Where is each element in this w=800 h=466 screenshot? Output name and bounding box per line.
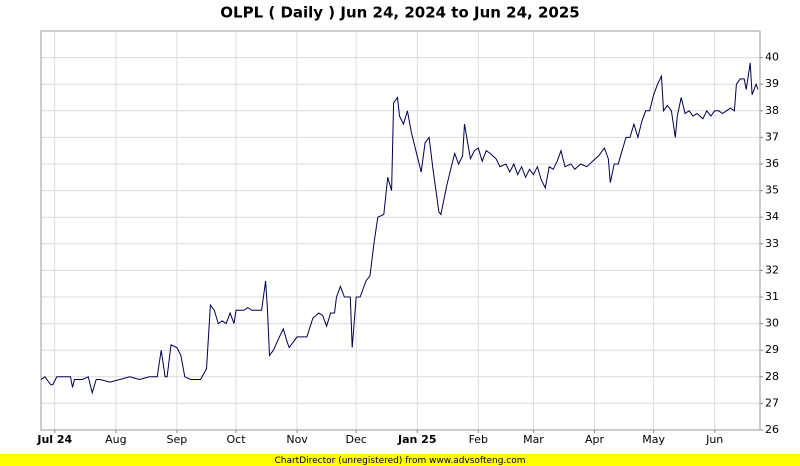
footer: ChartDirector (unregistered) from www.ad… (274, 456, 525, 466)
x-tick-label: Oct (227, 433, 247, 446)
x-tick-label: Nov (286, 433, 308, 446)
x-tick-label: Jun (705, 433, 723, 446)
y-tick-label: 32 (765, 263, 779, 276)
x-tick-label: May (642, 433, 665, 446)
y-tick-label: 26 (765, 423, 779, 436)
y-tick-label: 27 (765, 396, 779, 409)
y-tick-label: 39 (765, 77, 779, 90)
y-tick-label: 38 (765, 104, 779, 117)
y-tick-label: 37 (765, 130, 779, 143)
chart-title: OLPL ( Daily ) Jun 24, 2024 to Jun 24, 2… (220, 4, 579, 22)
price-line (40, 62, 759, 395)
y-tick-label: 36 (765, 157, 779, 170)
y-tick-label: 40 (765, 51, 779, 64)
x-tick-label: Sep (167, 433, 188, 446)
x-tick-label: Jan 25 (397, 433, 436, 446)
y-tick-label: 29 (765, 343, 779, 356)
y-tick-label: 31 (765, 290, 779, 303)
y-tick-label: 28 (765, 370, 779, 383)
plot-border (40, 30, 761, 431)
x-tick-label: Jul 24 (36, 433, 72, 446)
x-tick-label: Feb (469, 433, 488, 446)
plot-area (41, 31, 760, 430)
y-tick-label: 35 (765, 184, 779, 197)
x-tick-label: Apr (585, 433, 605, 446)
y-tick-label: 34 (765, 210, 779, 223)
x-tick-label: Mar (523, 433, 544, 446)
x-tick-label: Aug (105, 433, 126, 446)
y-tick-label: 30 (765, 317, 779, 330)
x-tick-label: Dec (346, 433, 367, 446)
y-tick-label: 33 (765, 237, 779, 250)
footer-bar (0, 454, 800, 466)
